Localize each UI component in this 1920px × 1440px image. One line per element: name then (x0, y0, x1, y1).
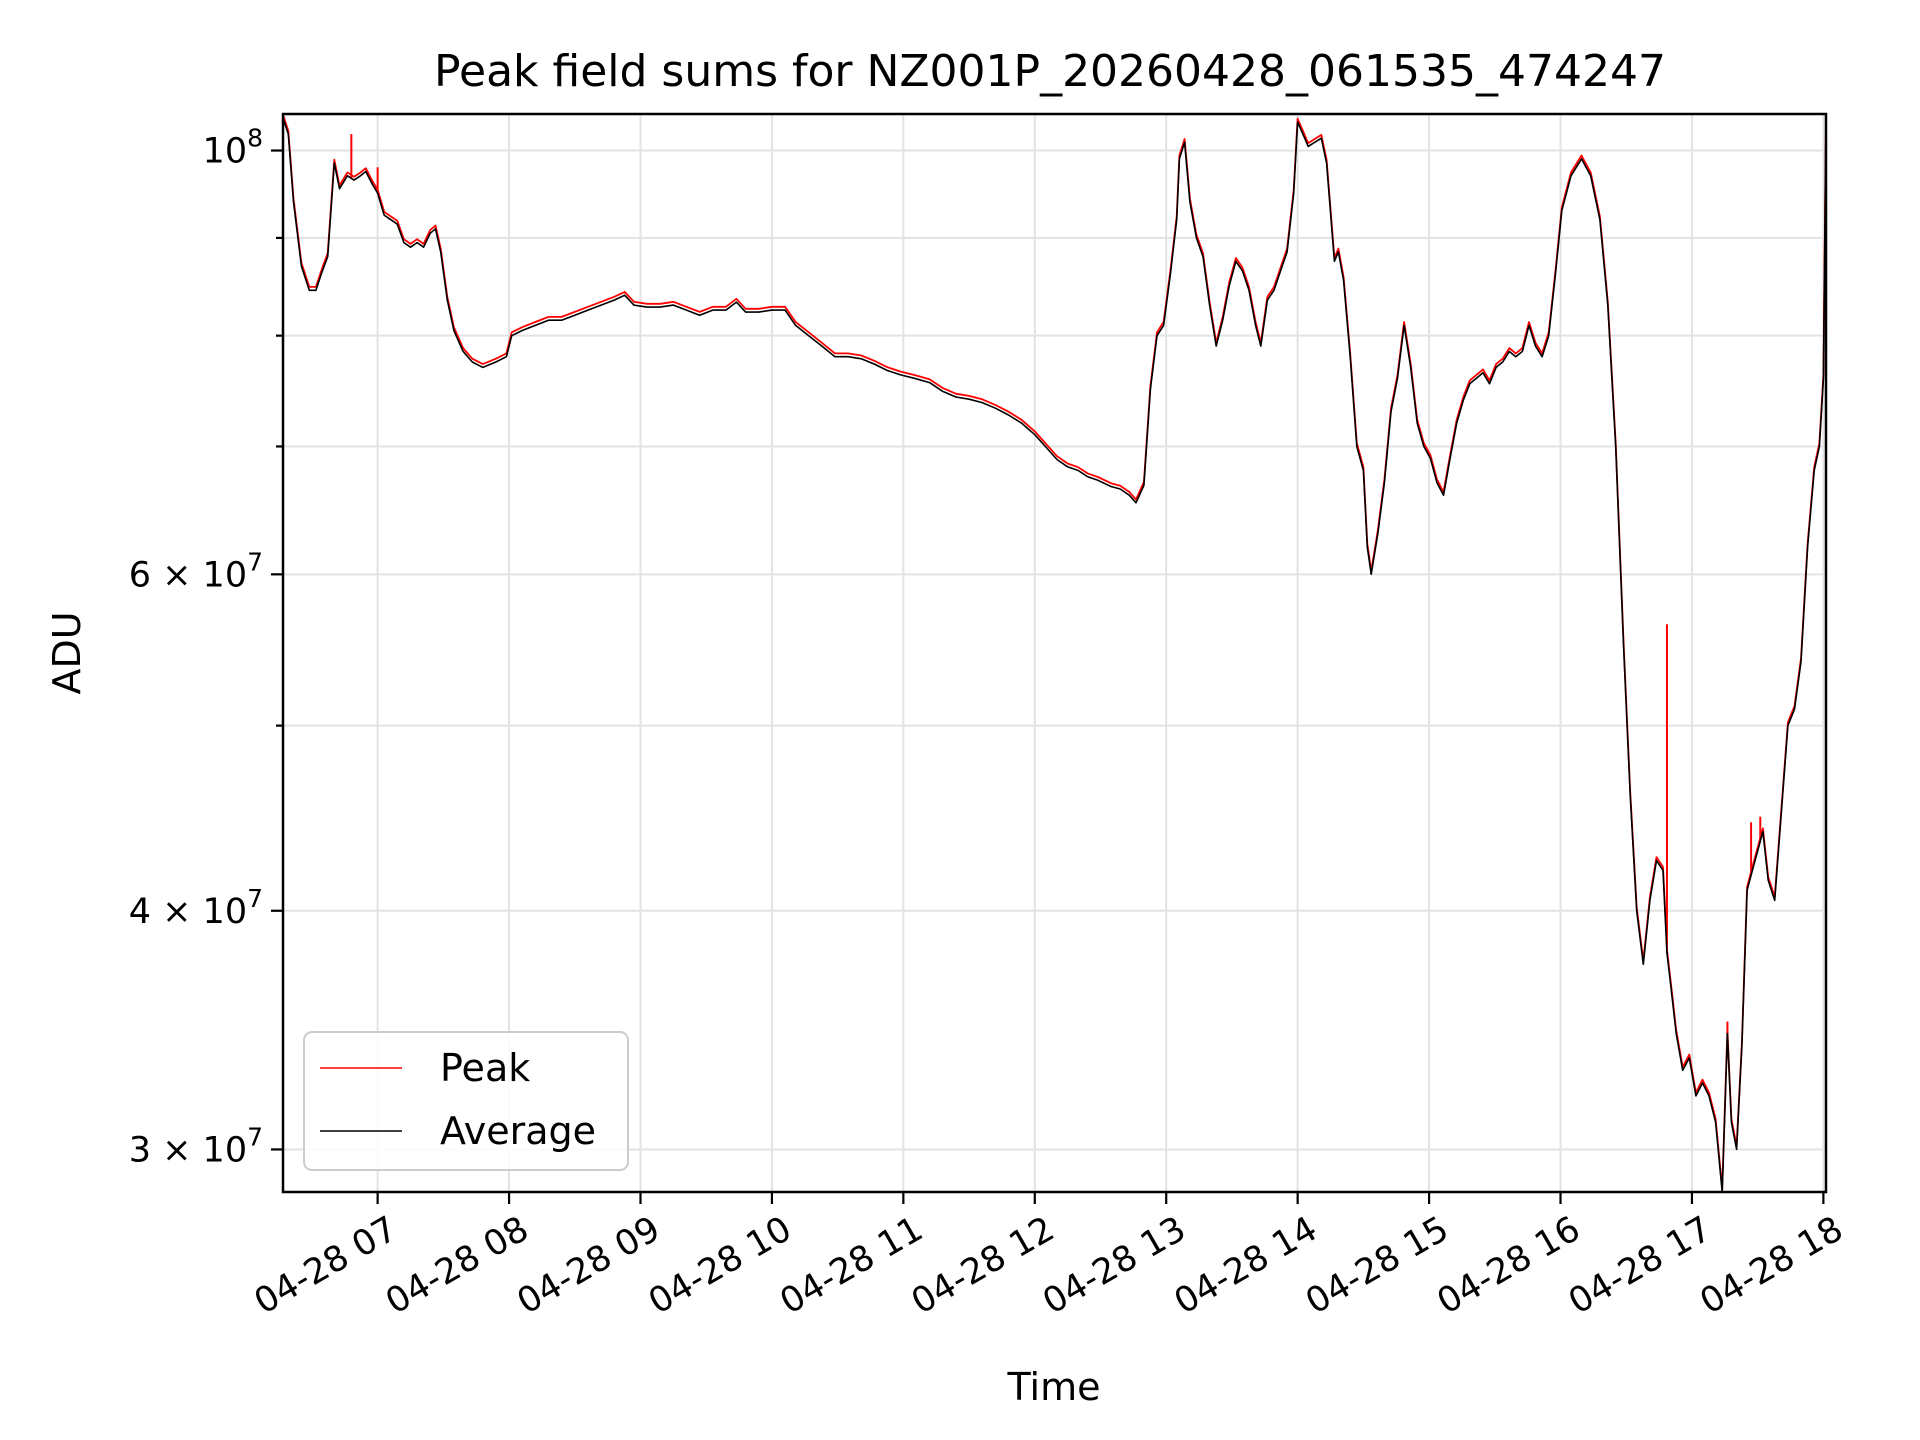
series-layer (282, 114, 1827, 1193)
y-axis-label: ADU (45, 611, 89, 694)
legend-label-peak: Peak (440, 1046, 530, 1090)
y-tick-label: 4 × 107 (129, 884, 263, 932)
y-tick-label: 108 (203, 124, 263, 172)
chart-title: Peak field sums for NZ001P_20260428_0615… (434, 46, 1666, 97)
legend: Peak Average (303, 1031, 629, 1171)
legend-label-average: Average (440, 1109, 596, 1153)
series-line-average (282, 117, 1827, 1193)
legend-box (303, 1031, 629, 1171)
y-tick-label: 3 × 107 (129, 1122, 263, 1170)
y-tick-label: 6 × 107 (129, 547, 263, 595)
x-axis-label: Time (1007, 1365, 1101, 1409)
plot-frame (281, 112, 1828, 1194)
